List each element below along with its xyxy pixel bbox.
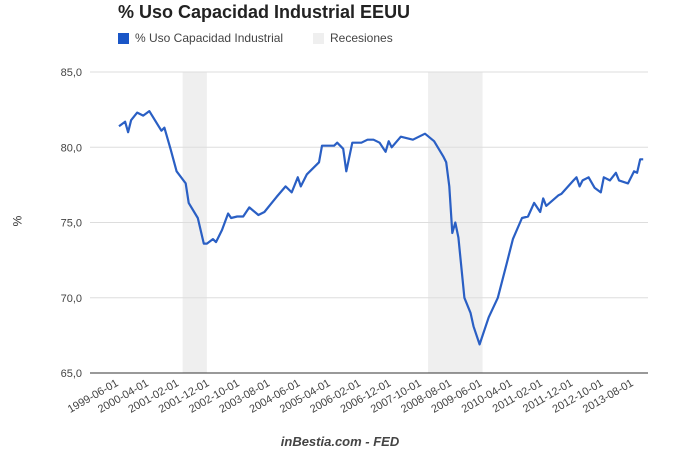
y-tick-label: 80,0 bbox=[61, 142, 82, 154]
legend-swatch-series bbox=[118, 32, 129, 44]
legend-label-recessions: Recesiones bbox=[330, 31, 393, 45]
series-line bbox=[118, 110, 644, 346]
chart-title: % Uso Capacidad Industrial EEUU bbox=[118, 2, 411, 22]
y-tick-label: 85,0 bbox=[61, 67, 82, 79]
y-axis-label: % bbox=[10, 215, 25, 227]
legend-item-recessions[interactable]: Recesiones bbox=[313, 31, 393, 45]
legend-item-series[interactable]: % Uso Capacidad Industrial bbox=[118, 31, 283, 45]
chart-footer: inBestia.com - FED bbox=[280, 434, 400, 449]
legend-label-series: % Uso Capacidad Industrial bbox=[135, 31, 284, 45]
legend-swatch-recessions bbox=[313, 32, 324, 44]
y-tick-label: 75,0 bbox=[61, 218, 82, 230]
y-tick-label: 70,0 bbox=[61, 293, 82, 305]
y-tick-label: 65,0 bbox=[61, 368, 82, 380]
